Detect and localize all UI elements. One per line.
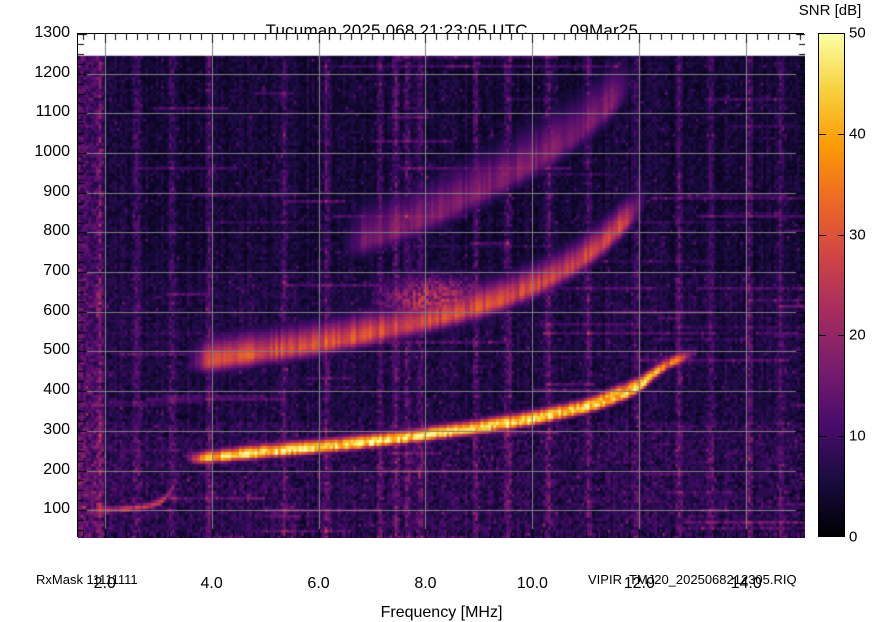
y-tick-label: 600 bbox=[43, 301, 70, 319]
y-tick-label: 800 bbox=[43, 222, 70, 240]
y-tick-label: 200 bbox=[43, 460, 70, 478]
colorbar bbox=[818, 33, 845, 537]
x-tick-label: 14.0 bbox=[730, 575, 762, 592]
colorbar-title: SNR [dB] bbox=[798, 2, 862, 19]
colorbar-tick-label: 40 bbox=[849, 125, 866, 143]
y-tick-label: 400 bbox=[43, 381, 70, 399]
colorbar-tick-mark bbox=[819, 134, 826, 135]
y-tick-label: 1200 bbox=[34, 63, 70, 81]
rxmask-label: RxMask 11111111 bbox=[36, 572, 138, 587]
x-tick-label: 12.0 bbox=[623, 575, 655, 592]
source-file-label: VIPIR TMJ20_2025068212305.RIQ bbox=[588, 572, 797, 587]
colorbar-gradient bbox=[819, 34, 844, 536]
x-tick-label: 2.0 bbox=[93, 575, 116, 592]
colorbar-tick-label: 50 bbox=[849, 24, 866, 42]
x-axis-title: Frequency [MHz] bbox=[380, 604, 503, 621]
colorbar-tick-mark bbox=[819, 335, 826, 336]
y-tick-label: 1100 bbox=[35, 103, 70, 121]
colorbar-tick-mark bbox=[838, 335, 845, 336]
y-tick-label: 100 bbox=[43, 500, 70, 518]
ionogram-heatmap-canvas bbox=[78, 34, 805, 538]
colorbar-tick-label: 30 bbox=[849, 226, 866, 244]
y-tick-label: 500 bbox=[43, 341, 70, 359]
colorbar-tick-label: 20 bbox=[849, 326, 866, 344]
colorbar-tick-mark bbox=[819, 436, 826, 437]
x-tick-label: 10.0 bbox=[516, 575, 548, 592]
ionogram-plot-area: 2.0 4.0 6.0 8.0 10.0 12.0 14.0 Frequency [MHz] bbox=[77, 33, 805, 621]
colorbar-tick-mark bbox=[838, 134, 845, 135]
colorbar-tick-label: 10 bbox=[849, 427, 866, 445]
colorbar-tick-mark bbox=[838, 436, 845, 437]
x-tick-label: 8.0 bbox=[414, 575, 437, 592]
x-tick-label: 6.0 bbox=[307, 575, 330, 592]
y-tick-label: 1300 bbox=[34, 24, 70, 41]
ionogram-page: Tucuman 2025 068 21:23:05 UTC 09Mar25 SNR… bbox=[34, 2, 866, 621]
y-tick-label: 700 bbox=[43, 262, 70, 280]
y-tick-label: 900 bbox=[43, 182, 70, 200]
colorbar-tick-label: 0 bbox=[849, 528, 858, 546]
colorbar-tick-mark bbox=[838, 235, 845, 236]
y-tick-label: 300 bbox=[43, 420, 70, 438]
y-tick-label: 1000 bbox=[34, 143, 70, 161]
x-tick-label: 4.0 bbox=[200, 575, 223, 592]
colorbar-tick-mark bbox=[819, 235, 826, 236]
